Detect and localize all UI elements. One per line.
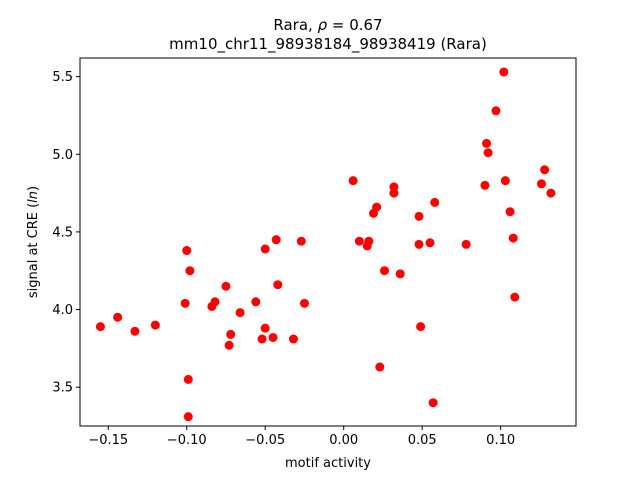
axis-ticks: −0.15 −0.10 −0.05 0.00 0.05 0.10 3.5 4.0 4.5 5.0 5… — [52, 70, 515, 448]
x-axis-label: motif activity — [285, 456, 371, 471]
data-point — [210, 297, 220, 307]
data-point — [416, 322, 426, 332]
data-point — [354, 236, 364, 246]
data-point — [296, 236, 306, 246]
data-point — [428, 398, 438, 408]
data-point — [546, 188, 556, 198]
data-point — [389, 188, 399, 198]
data-point — [235, 308, 245, 318]
data-point — [260, 323, 270, 333]
data-point — [414, 239, 424, 249]
y-axis-label-close: ) — [26, 186, 41, 191]
y-tick-label: 3.5 — [52, 381, 73, 396]
chart-title-line1: Rara, ρ = 0.67 — [273, 16, 382, 34]
data-point — [260, 244, 270, 254]
data-point — [221, 281, 231, 291]
title-gene: Rara, — [273, 16, 317, 34]
data-points — [95, 67, 556, 422]
y-tick-label: 5.5 — [52, 70, 73, 85]
data-point — [348, 176, 358, 186]
x-tick-label: 0.05 — [408, 433, 437, 448]
data-point — [483, 148, 493, 158]
data-point — [180, 298, 190, 308]
data-point — [273, 280, 283, 290]
data-point — [226, 329, 236, 339]
x-tick-label: 0.10 — [486, 433, 515, 448]
data-point — [271, 235, 281, 245]
x-tick-label: −0.15 — [88, 433, 128, 448]
data-point — [482, 138, 492, 148]
data-point — [224, 340, 234, 350]
data-point — [372, 202, 382, 212]
data-point — [364, 236, 374, 246]
data-point — [395, 269, 405, 279]
y-tick-label: 5.0 — [52, 148, 73, 163]
data-point — [288, 334, 298, 344]
data-point — [299, 298, 309, 308]
x-tick-label: −0.05 — [245, 433, 285, 448]
data-point — [425, 238, 435, 248]
data-point — [150, 320, 160, 330]
data-point — [183, 412, 193, 422]
data-point — [185, 266, 195, 276]
data-point — [375, 362, 385, 372]
y-tick-label: 4.0 — [52, 303, 73, 318]
data-point — [461, 239, 471, 249]
data-point — [505, 207, 515, 217]
x-tick-label: 0.00 — [329, 433, 358, 448]
chart-title-line2: mm10_chr11_98938184_98938419 (Rara) — [169, 35, 487, 54]
x-tick-label: −0.10 — [167, 433, 207, 448]
data-point — [389, 182, 399, 192]
title-rho-value: = 0.67 — [327, 16, 383, 34]
data-point — [508, 233, 518, 243]
y-tick-label: 4.5 — [52, 225, 73, 240]
data-point — [499, 67, 509, 77]
data-point — [480, 180, 490, 190]
data-point — [257, 334, 267, 344]
y-axis-label: signal at CRE (ln) — [26, 186, 41, 298]
data-point — [540, 165, 550, 175]
data-point — [491, 106, 501, 116]
data-point — [500, 176, 510, 186]
y-axis-label-unit: ln — [26, 191, 41, 203]
plot-area — [79, 57, 577, 427]
data-point — [380, 266, 390, 276]
title-rho-symbol: ρ — [318, 16, 328, 34]
data-point — [182, 246, 192, 256]
data-point — [268, 332, 278, 342]
y-axis-label-text: signal at CRE ( — [26, 203, 41, 298]
data-point — [95, 322, 105, 332]
data-point — [510, 292, 520, 302]
data-point — [251, 297, 261, 307]
data-point — [113, 312, 123, 322]
data-point — [536, 179, 546, 189]
data-point — [414, 211, 424, 221]
data-point — [130, 326, 140, 336]
data-point — [430, 197, 440, 207]
data-point — [183, 374, 193, 384]
